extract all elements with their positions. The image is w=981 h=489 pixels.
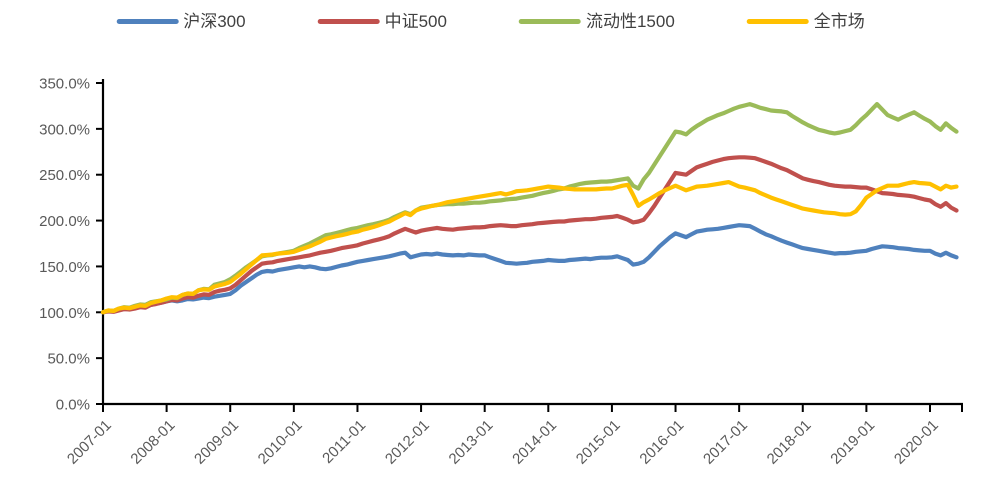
- x-tick-label: 2009-01: [191, 417, 242, 468]
- x-tick-label: 2014-01: [509, 417, 560, 468]
- x-tick-label: 2010-01: [255, 417, 306, 468]
- x-tick-label: 2019-01: [827, 417, 878, 468]
- series-line-hs300: [100, 223, 959, 315]
- y-tick-label: 300.0%: [39, 121, 90, 138]
- y-tick-label: 50.0%: [47, 351, 90, 368]
- x-tick-label: 2008-01: [127, 417, 178, 468]
- series-line-all-market: [100, 180, 959, 315]
- legend-item-zz500: 中证500: [317, 12, 447, 31]
- legend-label-hs300: 沪深300: [183, 12, 246, 31]
- x-tick-label: 2018-01: [764, 417, 815, 468]
- x-tick-label: 2017-01: [700, 417, 751, 468]
- x-tick-label: 2011-01: [319, 417, 369, 467]
- legend-item-liq1500: 流动性1500: [518, 12, 675, 31]
- legend-swatch-hs300-icon: [116, 18, 179, 25]
- y-tick-label: 200.0%: [39, 213, 90, 230]
- legend-label-liq1500: 流动性1500: [585, 12, 675, 31]
- y-tick-label: 150.0%: [39, 259, 90, 276]
- series-line-zz500: [100, 155, 959, 315]
- x-tick-label: 2012-01: [382, 417, 433, 468]
- x-tick-label: 2020-01: [891, 417, 942, 468]
- x-tick-label: 2007-01: [64, 417, 115, 468]
- x-tick-label: 2013-01: [446, 417, 497, 468]
- x-tick-label: 2016-01: [636, 417, 687, 468]
- y-tick-label: 350.0%: [39, 76, 90, 93]
- x-tick-label: 2015-01: [573, 417, 624, 468]
- legend-label-zz500: 中证500: [384, 12, 447, 31]
- legend-item-hs300: 沪深300: [116, 12, 246, 31]
- y-tick-label: 0.0%: [56, 397, 90, 414]
- legend-swatch-liq1500-icon: [518, 18, 581, 25]
- legend-swatch-zz500-icon: [317, 18, 380, 25]
- y-tick-label: 250.0%: [39, 167, 90, 184]
- legend-swatch-all-market-icon: [746, 18, 809, 25]
- legend-label-all-market: 全市场: [813, 12, 865, 31]
- legend-item-all-market: 全市场: [746, 12, 865, 31]
- y-tick-label: 100.0%: [39, 305, 90, 322]
- chart-legend: 沪深300 中证500 流动性1500 全市场: [116, 13, 865, 30]
